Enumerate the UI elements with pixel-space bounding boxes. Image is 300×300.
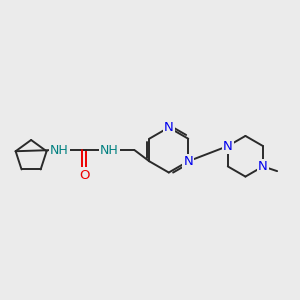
Text: O: O (79, 169, 89, 182)
Text: N: N (223, 140, 233, 153)
Text: N: N (258, 160, 268, 173)
Text: NH: NH (100, 143, 119, 157)
Text: N: N (164, 121, 174, 134)
Text: N: N (183, 155, 193, 168)
Text: NH: NH (50, 143, 69, 157)
